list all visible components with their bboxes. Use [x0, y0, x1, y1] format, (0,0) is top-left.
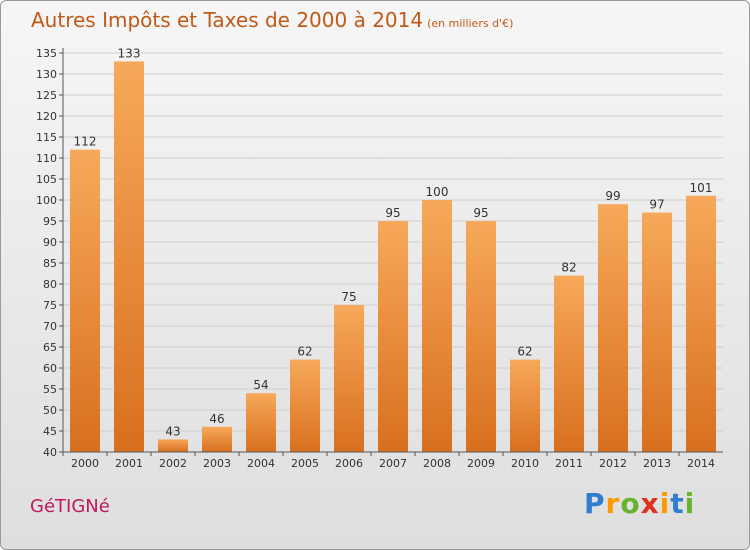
bar	[70, 149, 100, 452]
bar-value-label: 95	[385, 206, 400, 220]
x-tick-label: 2009	[467, 457, 495, 470]
y-tick-label: 45	[43, 425, 57, 438]
bar	[686, 195, 716, 453]
y-tick-label: 105	[36, 173, 57, 186]
y-tick-label: 50	[43, 404, 57, 417]
bar	[290, 359, 320, 452]
title-text: Autres Impôts et Taxes de 2000 à 2014	[31, 8, 424, 32]
commune-name: GéTIGNé	[30, 496, 110, 517]
logo-letter: P	[584, 487, 606, 520]
y-tick-label: 55	[43, 383, 57, 396]
bar-value-label: 133	[118, 46, 141, 60]
bar	[642, 212, 672, 452]
y-tick-label: 65	[43, 341, 57, 354]
y-tick-label: 80	[43, 278, 57, 291]
x-tick-label: 2012	[599, 457, 627, 470]
y-tick-label: 75	[43, 299, 57, 312]
logo-letter: o	[620, 487, 641, 520]
bar-value-label: 100	[426, 185, 449, 199]
y-tick-label: 120	[36, 110, 57, 123]
y-tick-label: 60	[43, 362, 57, 375]
x-tick-label: 2002	[159, 457, 187, 470]
x-tick-label: 2008	[423, 457, 451, 470]
y-tick-label: 40	[43, 446, 57, 459]
logo-letter: i	[684, 487, 696, 520]
y-tick-label: 70	[43, 320, 57, 333]
x-tick-label: 2001	[115, 457, 143, 470]
y-tick-label: 115	[36, 131, 57, 144]
bar	[554, 275, 584, 452]
y-tick-label: 95	[43, 215, 57, 228]
x-tick-label: 2006	[335, 457, 363, 470]
chart-subtitle: (en milliers d'€)	[427, 17, 514, 30]
chart-title: Autres Impôts et Taxes de 2000 à 2014 (en…	[31, 8, 513, 32]
x-tick-label: 2010	[511, 457, 539, 470]
x-tick-label: 2000	[71, 457, 99, 470]
x-tick-label: 2003	[203, 457, 231, 470]
bar	[334, 305, 364, 452]
bar	[158, 439, 188, 452]
y-tick-label: 135	[36, 47, 57, 60]
bar	[422, 200, 452, 452]
proxiti-logo: Proxiti	[584, 487, 695, 520]
bar-value-label: 62	[517, 345, 532, 359]
bar-value-label: 75	[341, 290, 356, 304]
bar-value-label: 46	[209, 412, 224, 426]
bar-value-label: 62	[297, 345, 312, 359]
bar	[510, 359, 540, 452]
y-tick-label: 100	[36, 194, 57, 207]
logo-letter: x	[640, 487, 660, 520]
logo-letter: t	[670, 487, 685, 520]
x-axis-ticks: 2000 2001 2002 2003 2004 2005 2006 2007 2008 2009…	[62, 452, 715, 470]
bar	[114, 61, 144, 453]
bar-value-label: 82	[561, 261, 576, 275]
bar-value-label: 95	[473, 206, 488, 220]
y-tick-label: 85	[43, 257, 57, 270]
x-tick-label: 2007	[379, 457, 407, 470]
bar-value-label: 97	[649, 198, 664, 212]
bar-value-label: 112	[74, 135, 97, 149]
bar-value-label: 43	[165, 424, 180, 438]
logo-letter: i	[659, 487, 671, 520]
x-tick-label: 2014	[687, 457, 715, 470]
x-tick-label: 2005	[291, 457, 319, 470]
bar-value-label: 101	[690, 181, 713, 195]
bar	[466, 221, 496, 452]
y-tick-label: 130	[36, 68, 57, 81]
bar	[378, 221, 408, 452]
bar	[598, 204, 628, 452]
y-tick-label: 90	[43, 236, 57, 249]
x-tick-label: 2011	[555, 457, 583, 470]
x-tick-label: 2004	[247, 457, 275, 470]
bar-value-label: 54	[253, 378, 268, 392]
y-tick-label: 110	[36, 152, 57, 165]
y-axis-ticks: 40 45 50 55 60 65 70 75 80 85 90 95 100 105 110 115 120 1…	[36, 47, 63, 459]
bar	[202, 426, 232, 452]
logo-letter: r	[605, 487, 621, 520]
y-tick-label: 125	[36, 89, 57, 102]
bars: 112 133 43 46 54 62 75 95 100 95 62 82 99 97 101	[70, 46, 716, 453]
bar-value-label: 99	[605, 189, 620, 203]
bar	[246, 393, 276, 452]
x-tick-label: 2013	[643, 457, 671, 470]
